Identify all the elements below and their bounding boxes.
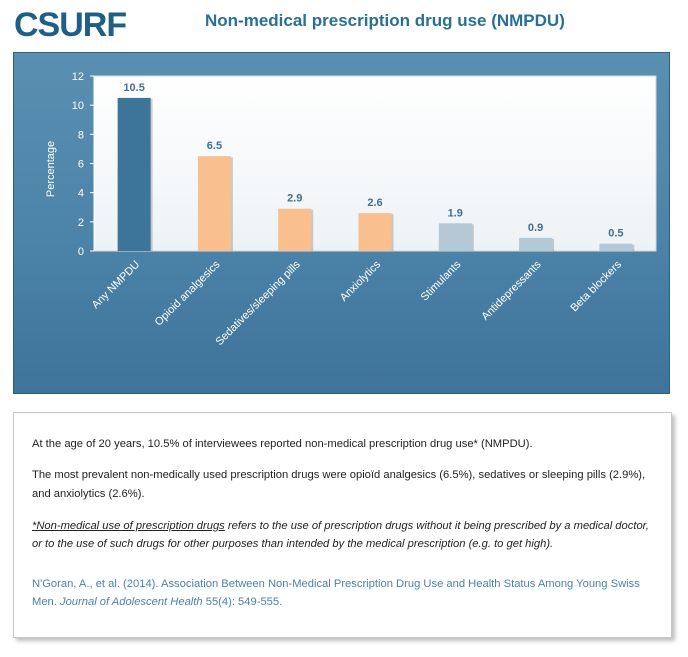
bar <box>519 237 553 251</box>
data-label: 0.5 <box>608 228 623 240</box>
data-label: 2.9 <box>287 193 302 205</box>
citation-journal: Journal of Adolescent Health <box>59 596 203 608</box>
y-tick-label: 4 <box>78 188 84 200</box>
csurf-logo: CSURF <box>14 6 127 44</box>
page-title: Non-medical prescription drug use (NMPDU… <box>205 11 565 30</box>
y-tick-label: 12 <box>72 71 84 83</box>
data-label: 0.9 <box>528 222 543 234</box>
y-tick-label: 6 <box>78 159 84 171</box>
summary-paragraph-1: At the age of 20 years, 10.5% of intervi… <box>32 438 533 450</box>
data-label: 2.6 <box>367 197 382 209</box>
x-tick-label: Opioid analgesics <box>153 258 223 328</box>
x-tick-label: Antidepressants <box>479 258 544 323</box>
x-tick-labels: Any NMPDU Opioid analgesicsSedatives/slee… <box>90 258 625 348</box>
summary-paragraph-2: The most prevalent non-medically used pr… <box>32 469 646 500</box>
citation: N'Goran, A., et al. (2014). Association … <box>32 575 660 611</box>
data-labels: 10.5 6.5 2.9 2.6 1.9 0.9 0.5 <box>123 82 623 240</box>
y-tick-label: 8 <box>78 129 84 141</box>
logo-text: CSURF <box>14 6 127 44</box>
y-axis: 0 2 4 6 8 10 12 <box>72 71 95 258</box>
x-tick-label: Beta blockers <box>568 258 624 314</box>
bar <box>278 208 312 251</box>
citation-tail: 55(4): 549-555. <box>202 596 283 608</box>
definition-term: *Non-medical use of prescription drugs <box>32 520 225 532</box>
data-label: 6.5 <box>207 140 222 152</box>
bars <box>117 97 635 251</box>
y-tick-label: 2 <box>78 217 84 229</box>
bar <box>358 213 392 251</box>
x-tick-label: Sedatives/sleeping pills <box>213 258 303 348</box>
x-tick-label: Stimulants <box>419 258 464 303</box>
x-tick-label: Any NMPDU <box>90 259 143 312</box>
summary-panel: At the age of 20 years, 10.5% of intervi… <box>13 412 672 638</box>
bar <box>197 156 231 251</box>
bar <box>117 97 151 251</box>
x-tick-label: Anxiolytics <box>338 258 384 304</box>
chart-panel: 0 2 4 6 8 10 12 Percentage 10.5 6.5 2.9 2.6 1.9 0.9… <box>13 52 670 394</box>
definition-text: refers to the use of prescription drugs … <box>32 520 649 550</box>
citation-authors: N'Goran, A., et al. (2014). Association … <box>32 578 640 608</box>
data-label: 1.9 <box>448 207 463 219</box>
data-label: 10.5 <box>123 82 144 94</box>
y-tick-label: 10 <box>72 100 84 112</box>
bar <box>438 223 472 251</box>
bar <box>599 243 633 251</box>
definition-note: *Non-medical use of prescription drugs r… <box>32 517 660 553</box>
bar-chart: 0 2 4 6 8 10 12 Percentage 10.5 6.5 2.9 2.6 1.9 0.9… <box>45 71 657 348</box>
y-tick-label: 0 <box>78 246 84 258</box>
y-axis-label: Percentage <box>45 141 57 197</box>
